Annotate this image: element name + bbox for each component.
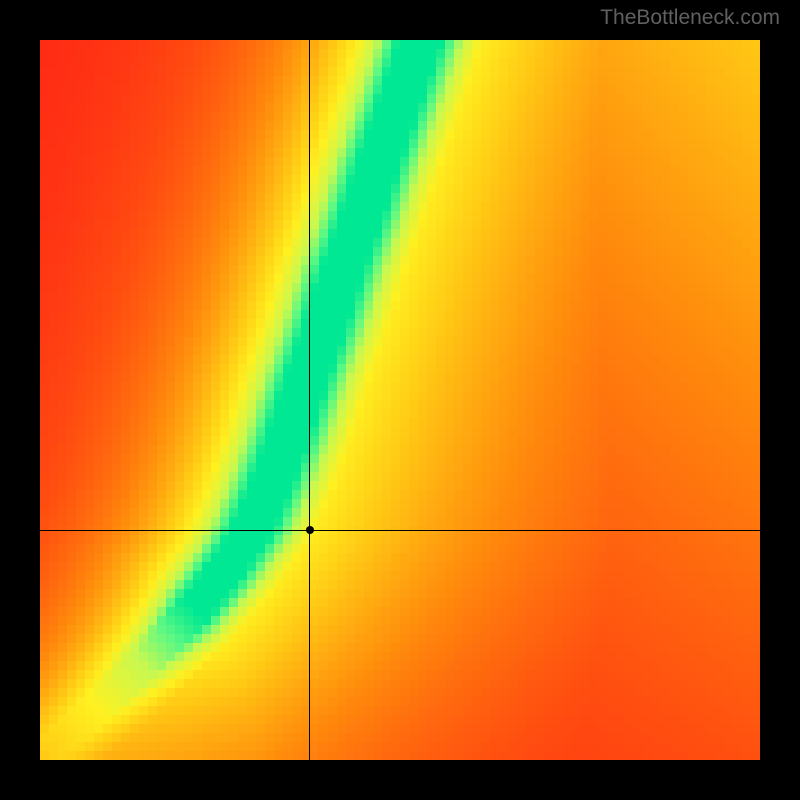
watermark-text: TheBottleneck.com bbox=[600, 6, 780, 30]
marker-dot bbox=[306, 526, 314, 534]
heatmap-plot bbox=[40, 40, 760, 760]
crosshair-horizontal bbox=[40, 530, 760, 531]
heatmap-canvas bbox=[40, 40, 760, 760]
crosshair-vertical bbox=[309, 40, 310, 760]
